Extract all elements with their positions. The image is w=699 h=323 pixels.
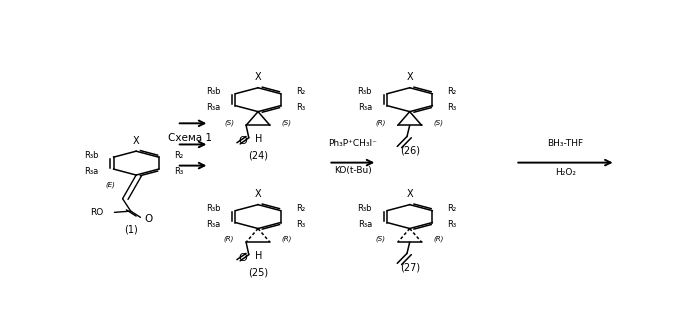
Text: X: X bbox=[254, 189, 261, 199]
Text: RO: RO bbox=[90, 208, 103, 217]
Text: R₃: R₃ bbox=[174, 167, 183, 176]
Text: R₃a: R₃a bbox=[84, 167, 99, 176]
Text: R₂: R₂ bbox=[447, 87, 456, 96]
Text: X: X bbox=[406, 189, 413, 199]
Text: (S): (S) bbox=[282, 119, 292, 126]
Text: R₂: R₂ bbox=[296, 87, 305, 96]
Text: (R): (R) bbox=[433, 236, 444, 243]
Text: (R): (R) bbox=[282, 236, 292, 243]
Text: X: X bbox=[254, 72, 261, 82]
Text: O: O bbox=[238, 137, 247, 146]
Text: (27): (27) bbox=[400, 262, 420, 272]
Text: R₃b: R₃b bbox=[206, 204, 220, 213]
Text: (25): (25) bbox=[248, 267, 268, 277]
Text: H₂O₂: H₂O₂ bbox=[555, 168, 576, 177]
Text: R₃: R₃ bbox=[447, 220, 456, 229]
Text: O: O bbox=[144, 214, 152, 224]
Text: R₂: R₂ bbox=[296, 204, 305, 213]
Text: (S): (S) bbox=[433, 119, 444, 126]
Text: R₃a: R₃a bbox=[358, 220, 372, 229]
Text: R₃b: R₃b bbox=[357, 87, 372, 96]
Text: (S): (S) bbox=[376, 236, 386, 243]
Text: BH₃-THF: BH₃-THF bbox=[547, 140, 584, 149]
Text: X: X bbox=[133, 136, 139, 146]
Text: X: X bbox=[406, 72, 413, 82]
Text: (E): (E) bbox=[106, 181, 115, 188]
Text: (R): (R) bbox=[224, 236, 234, 243]
Text: R₂: R₂ bbox=[447, 204, 456, 213]
Text: R₃a: R₃a bbox=[358, 103, 372, 112]
Text: (S): (S) bbox=[224, 119, 234, 126]
Text: (1): (1) bbox=[124, 225, 138, 235]
Text: (R): (R) bbox=[375, 119, 386, 126]
Text: KO(t-Bu): KO(t-Bu) bbox=[334, 166, 372, 174]
Text: O: O bbox=[238, 253, 247, 263]
Text: R₃a: R₃a bbox=[206, 220, 220, 229]
Text: H: H bbox=[255, 251, 262, 261]
Text: R₃b: R₃b bbox=[84, 151, 99, 160]
Text: (26): (26) bbox=[400, 145, 419, 155]
Text: (24): (24) bbox=[248, 150, 268, 160]
Text: R₃b: R₃b bbox=[357, 204, 372, 213]
Text: R₃b: R₃b bbox=[206, 87, 220, 96]
Text: R₃: R₃ bbox=[447, 103, 456, 112]
Text: R₃a: R₃a bbox=[206, 103, 220, 112]
Text: Схема 1: Схема 1 bbox=[168, 133, 212, 143]
Text: Ph₃P⁺CH₃I⁻: Ph₃P⁺CH₃I⁻ bbox=[329, 140, 377, 149]
Text: H: H bbox=[255, 134, 262, 144]
Text: R₃: R₃ bbox=[296, 103, 305, 112]
Text: R₃: R₃ bbox=[296, 220, 305, 229]
Text: R₂: R₂ bbox=[174, 151, 183, 160]
